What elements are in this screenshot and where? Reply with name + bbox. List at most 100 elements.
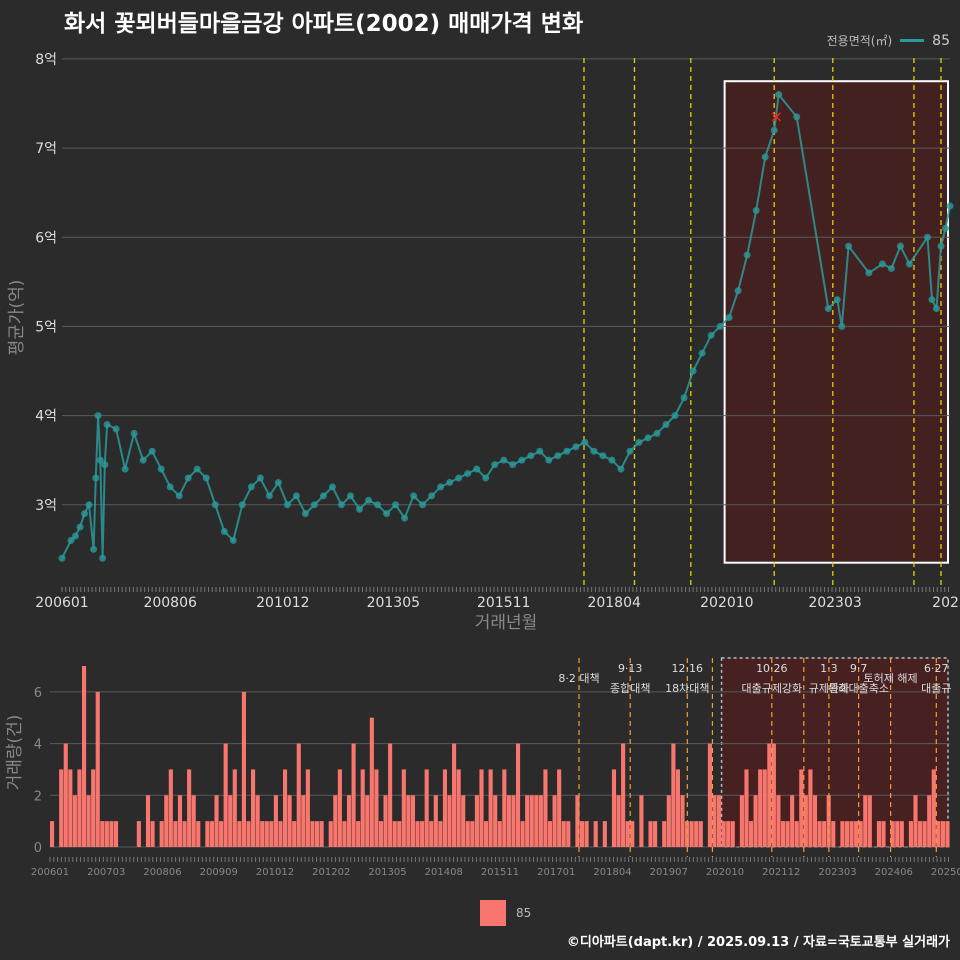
volume-bar (712, 795, 717, 847)
price-point (184, 474, 192, 482)
price-point (518, 456, 526, 464)
volume-bar (726, 821, 731, 847)
volume-bar (685, 821, 690, 847)
price-point (419, 501, 427, 509)
volume-bar (525, 795, 530, 847)
volume-bar (552, 795, 557, 847)
volume-x-tick-label: 201804 (593, 867, 631, 878)
price-point (193, 465, 201, 473)
volume-bar (310, 821, 315, 847)
volume-bar (433, 795, 438, 847)
price-point (923, 233, 931, 241)
volume-x-tick-label: 202010 (706, 867, 744, 878)
volume-x-tick-label: 202509 (931, 867, 960, 878)
price-point (112, 425, 120, 433)
volume-bar (474, 795, 479, 847)
policy-date-label: 1·3 (820, 662, 838, 675)
volume-bar (369, 717, 374, 847)
policy-name-label: 대출규제강화 (741, 682, 802, 695)
volume-y-tick-label: 6 (34, 686, 42, 701)
price-point (256, 474, 264, 482)
price-point (166, 483, 174, 491)
volume-x-tick-label: 202406 (875, 867, 913, 878)
price-point (81, 510, 89, 518)
price-point (410, 492, 418, 500)
volume-bar (840, 821, 845, 847)
volume-bar (854, 821, 859, 847)
volume-x-tick-label: 201202 (312, 867, 350, 878)
price-point (491, 461, 499, 469)
volume-x-tick-label: 201701 (537, 867, 575, 878)
y-axis-label: 평균가(억) (7, 280, 27, 356)
y-tick-label: 6억 (35, 230, 57, 246)
price-point (76, 523, 84, 531)
volume-y-tick-label: 0 (34, 841, 42, 856)
volume-bar (689, 821, 694, 847)
volume-bar (420, 821, 425, 847)
price-point (734, 287, 742, 295)
volume-bar (479, 769, 484, 847)
volume-bar (305, 769, 310, 847)
volume-x-tick-label: 200909 (200, 867, 238, 878)
price-point (401, 514, 409, 522)
price-point (101, 461, 109, 469)
volume-bar (447, 795, 452, 847)
cancelled-marker (771, 112, 781, 122)
volume-bar (424, 769, 429, 847)
price-point (328, 483, 336, 491)
volume-bar (484, 821, 489, 847)
volume-bar (351, 743, 356, 847)
volume-bar (465, 821, 470, 847)
price-point (121, 465, 129, 473)
volume-bar (337, 769, 342, 847)
volume-bar (470, 821, 475, 847)
price-point (283, 501, 291, 509)
volume-bar (237, 821, 242, 847)
volume-bar (346, 795, 352, 847)
price-point (928, 296, 936, 304)
volume-bar (671, 743, 676, 847)
volume-bar (863, 795, 868, 847)
volume-y-tick-label: 2 (34, 789, 42, 804)
volume-bar (776, 795, 781, 847)
volume-bar (168, 769, 173, 847)
price-point (247, 483, 255, 491)
volume-bar (611, 769, 617, 847)
volume-bar (173, 821, 178, 847)
volume-bar (196, 821, 201, 847)
volume-bar (209, 821, 215, 847)
price-point (220, 528, 228, 535)
volume-bar (50, 821, 55, 847)
price-point (500, 456, 508, 464)
volume-bar (378, 821, 384, 847)
volume-bar (771, 743, 776, 847)
volume-bar (91, 769, 96, 847)
volume-bar (72, 795, 77, 847)
volume-bar (150, 821, 155, 847)
volume-bar (927, 795, 932, 847)
price-point (211, 501, 219, 509)
volume-bar (401, 769, 406, 847)
volume-bar (488, 769, 493, 847)
volume-bar (388, 743, 393, 847)
price-point (139, 456, 147, 464)
volume-bar (282, 769, 288, 847)
price-point (96, 456, 104, 464)
volume-bar (136, 821, 141, 847)
volume-bar (794, 821, 799, 847)
price-point (644, 434, 652, 442)
volume-bar (159, 821, 164, 847)
price-point (680, 394, 688, 402)
volume-bar (506, 795, 511, 847)
price-point (932, 305, 940, 313)
price-point (905, 260, 913, 268)
footer-credit: ©디아파트(dapt.kr) / 2025.09.13 / 자료=국토교통부 실… (566, 935, 950, 950)
policy-date-label: 12·16 (672, 662, 704, 675)
volume-bar (292, 821, 297, 847)
price-point (716, 322, 724, 330)
price-point (698, 349, 706, 357)
price-point (473, 465, 481, 473)
legend-value: 85 (932, 32, 950, 49)
volume-bar (333, 795, 338, 847)
volume-bar (406, 795, 411, 847)
